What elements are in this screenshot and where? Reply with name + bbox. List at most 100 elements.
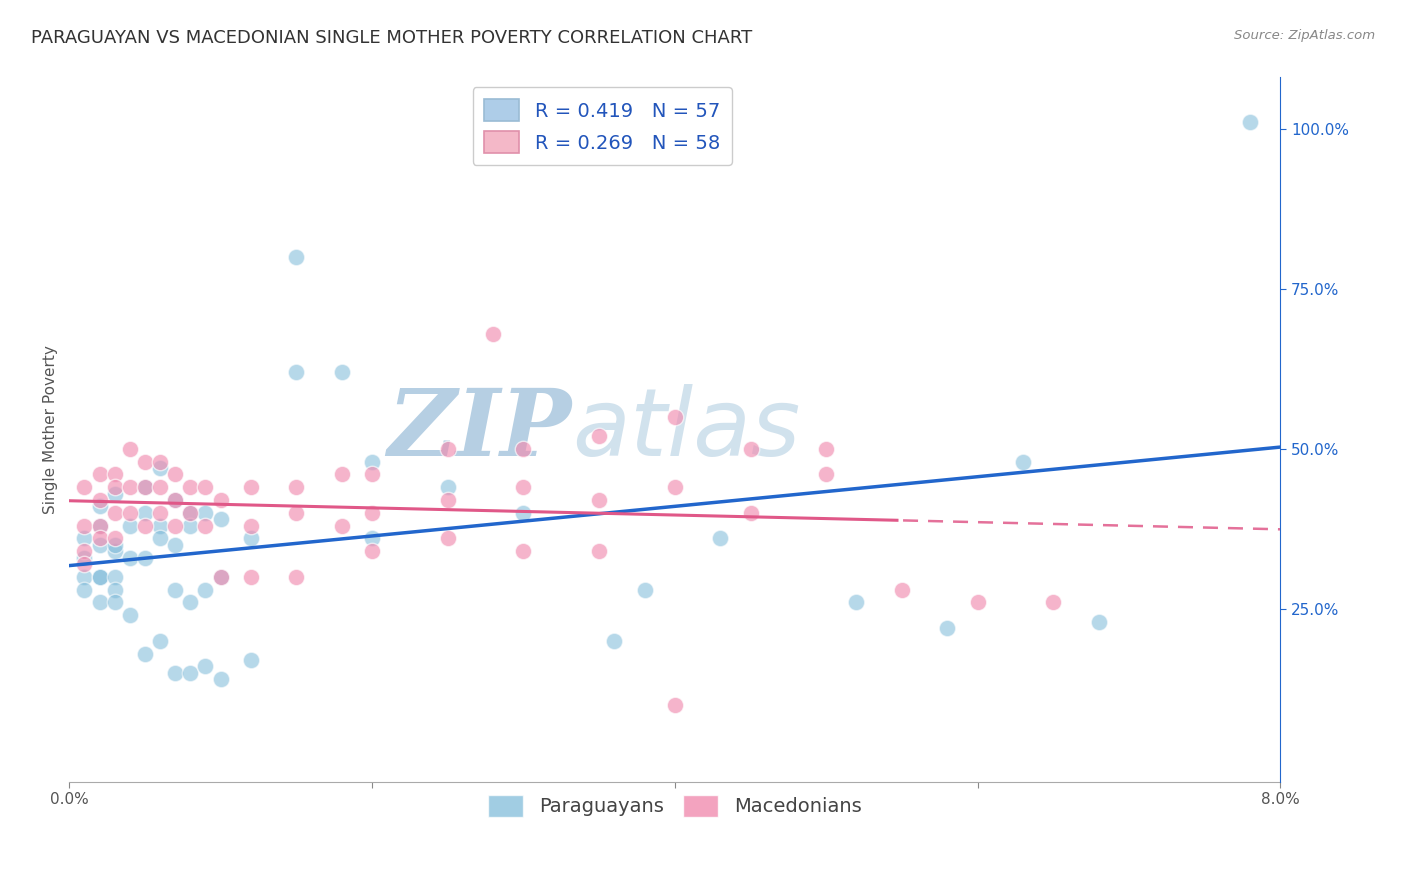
Text: PARAGUAYAN VS MACEDONIAN SINGLE MOTHER POVERTY CORRELATION CHART: PARAGUAYAN VS MACEDONIAN SINGLE MOTHER P… <box>31 29 752 46</box>
Point <box>239 653 262 667</box>
Point <box>73 518 96 533</box>
Point <box>209 570 232 584</box>
Point <box>89 532 111 546</box>
Point <box>179 480 201 494</box>
Point <box>73 480 96 494</box>
Point <box>104 544 127 558</box>
Point <box>89 570 111 584</box>
Point <box>239 570 262 584</box>
Point <box>936 621 959 635</box>
Point <box>664 698 686 712</box>
Point <box>209 672 232 686</box>
Point <box>740 506 762 520</box>
Point <box>361 467 384 482</box>
Point <box>149 506 172 520</box>
Point <box>104 595 127 609</box>
Point <box>209 512 232 526</box>
Point <box>134 480 156 494</box>
Point <box>73 570 96 584</box>
Point <box>1239 115 1261 129</box>
Point <box>134 506 156 520</box>
Point <box>709 532 731 546</box>
Point <box>361 544 384 558</box>
Point <box>104 538 127 552</box>
Point <box>966 595 988 609</box>
Point <box>664 480 686 494</box>
Point <box>512 480 534 494</box>
Text: Source: ZipAtlas.com: Source: ZipAtlas.com <box>1234 29 1375 42</box>
Point <box>89 467 111 482</box>
Point <box>179 595 201 609</box>
Point <box>239 518 262 533</box>
Point <box>118 608 141 623</box>
Point <box>361 532 384 546</box>
Point <box>118 506 141 520</box>
Point <box>104 570 127 584</box>
Legend: Paraguayans, Macedonians: Paraguayans, Macedonians <box>481 787 869 825</box>
Point <box>73 532 96 546</box>
Point <box>73 550 96 565</box>
Point <box>104 532 127 546</box>
Point <box>149 518 172 533</box>
Point <box>89 518 111 533</box>
Point <box>890 582 912 597</box>
Point <box>73 582 96 597</box>
Point <box>194 582 217 597</box>
Point <box>285 365 308 379</box>
Point <box>330 467 353 482</box>
Point <box>118 480 141 494</box>
Point <box>361 506 384 520</box>
Point <box>482 326 505 341</box>
Point <box>134 647 156 661</box>
Point <box>89 493 111 508</box>
Point <box>89 570 111 584</box>
Point <box>436 442 458 456</box>
Point <box>285 250 308 264</box>
Point <box>209 570 232 584</box>
Point <box>512 442 534 456</box>
Point <box>436 480 458 494</box>
Point <box>1042 595 1064 609</box>
Point <box>165 518 187 533</box>
Point <box>149 454 172 468</box>
Point <box>194 506 217 520</box>
Point <box>134 550 156 565</box>
Point <box>588 544 610 558</box>
Point <box>165 582 187 597</box>
Point <box>194 480 217 494</box>
Point <box>285 570 308 584</box>
Text: atlas: atlas <box>572 384 800 475</box>
Point <box>73 557 96 571</box>
Point <box>436 493 458 508</box>
Point <box>512 506 534 520</box>
Point <box>179 665 201 680</box>
Point <box>89 595 111 609</box>
Point <box>89 538 111 552</box>
Point <box>330 518 353 533</box>
Point <box>179 506 201 520</box>
Point <box>179 518 201 533</box>
Point <box>149 633 172 648</box>
Point <box>165 467 187 482</box>
Point <box>104 582 127 597</box>
Point <box>89 518 111 533</box>
Point <box>165 665 187 680</box>
Point <box>104 506 127 520</box>
Point <box>1087 615 1109 629</box>
Point <box>588 429 610 443</box>
Point <box>165 538 187 552</box>
Point <box>149 532 172 546</box>
Point <box>118 442 141 456</box>
Point <box>209 493 232 508</box>
Point <box>330 365 353 379</box>
Point <box>134 454 156 468</box>
Point <box>436 532 458 546</box>
Point <box>239 532 262 546</box>
Point <box>104 480 127 494</box>
Point <box>134 480 156 494</box>
Point <box>165 493 187 508</box>
Point <box>361 454 384 468</box>
Point <box>740 442 762 456</box>
Y-axis label: Single Mother Poverty: Single Mother Poverty <box>44 345 58 514</box>
Point <box>118 518 141 533</box>
